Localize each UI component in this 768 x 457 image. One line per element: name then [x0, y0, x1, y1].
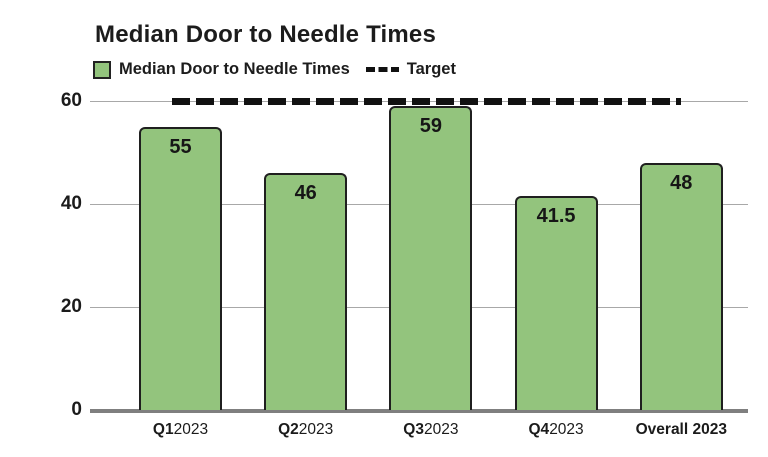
x-axis-label: Q22023: [236, 421, 376, 439]
x-axis-label: Q32023: [361, 421, 501, 439]
x-axis-label-part: 2023: [692, 421, 727, 438]
bar-Q1 2023: 55: [139, 126, 222, 410]
bar-Overall 2023: 48: [639, 162, 723, 410]
y-axis-tick-label: 20: [60, 296, 82, 317]
bar-value-label: 46: [294, 182, 317, 205]
x-axis-label-part: 2023: [423, 421, 459, 438]
y-axis-tick-label: 0: [71, 399, 82, 420]
y-axis-tick-label: 40: [60, 193, 82, 214]
chart-legend: Median Door to Needle Times Target: [93, 60, 456, 79]
bar-value-label: 48: [670, 171, 693, 194]
x-axis-line: [90, 409, 748, 413]
x-axis-label-part: 2023: [549, 421, 584, 438]
x-axis-label-part: Q3: [403, 421, 424, 438]
bar-value-label: 59: [419, 115, 443, 138]
x-axis-label-part: Overall: [635, 421, 693, 438]
legend-series-label: Median Door to Needle Times: [119, 60, 350, 78]
x-axis-label-part: 2023: [298, 421, 334, 438]
bar-Q2 2023: 46: [264, 173, 348, 410]
x-axis-label-part: Q1: [152, 421, 174, 438]
bar-value-label: 55: [169, 135, 192, 158]
x-axis-label-part: 2023: [173, 421, 209, 438]
target-dash-icon: [365, 67, 399, 72]
bar-Q4 2023: 41.5: [514, 196, 598, 410]
bar-value-label: 41.5: [536, 205, 576, 228]
x-axis-label: Overall 2023: [611, 421, 751, 439]
y-axis-tick-label: 60: [60, 90, 82, 111]
bar-Q3 2023: 59: [389, 106, 473, 410]
x-axis-label: Q12023: [111, 421, 251, 439]
x-axis-label-part: Q4: [528, 421, 550, 438]
series-swatch-icon: [93, 60, 111, 79]
chart-title: Median Door to Needle Times: [95, 21, 437, 48]
x-axis-label-part: Q2: [278, 421, 299, 438]
target-line: [172, 98, 681, 105]
legend-target-label: Target: [406, 60, 456, 78]
x-axis-label: Q42023: [486, 421, 626, 439]
